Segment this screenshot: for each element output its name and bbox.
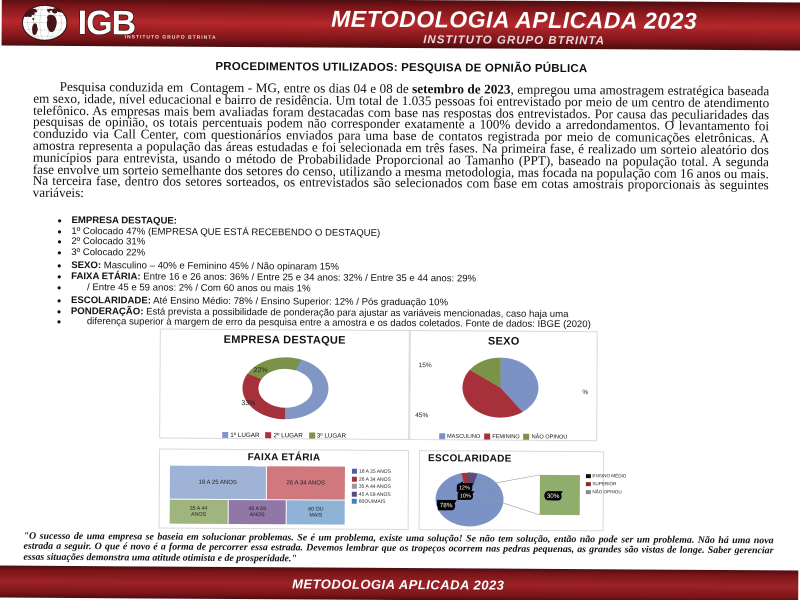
svg-text:%: %	[582, 389, 588, 396]
svg-text:30%: 30%	[547, 493, 560, 500]
svg-text:33%: 33%	[241, 400, 255, 407]
svg-text:15%: 15%	[419, 362, 432, 369]
svg-text:45%: 45%	[415, 412, 428, 419]
svg-text:22%: 22%	[254, 367, 268, 374]
svg-text:10%: 10%	[460, 493, 471, 499]
svg-text:12%: 12%	[459, 485, 470, 491]
svg-text:78%: 78%	[440, 502, 453, 509]
